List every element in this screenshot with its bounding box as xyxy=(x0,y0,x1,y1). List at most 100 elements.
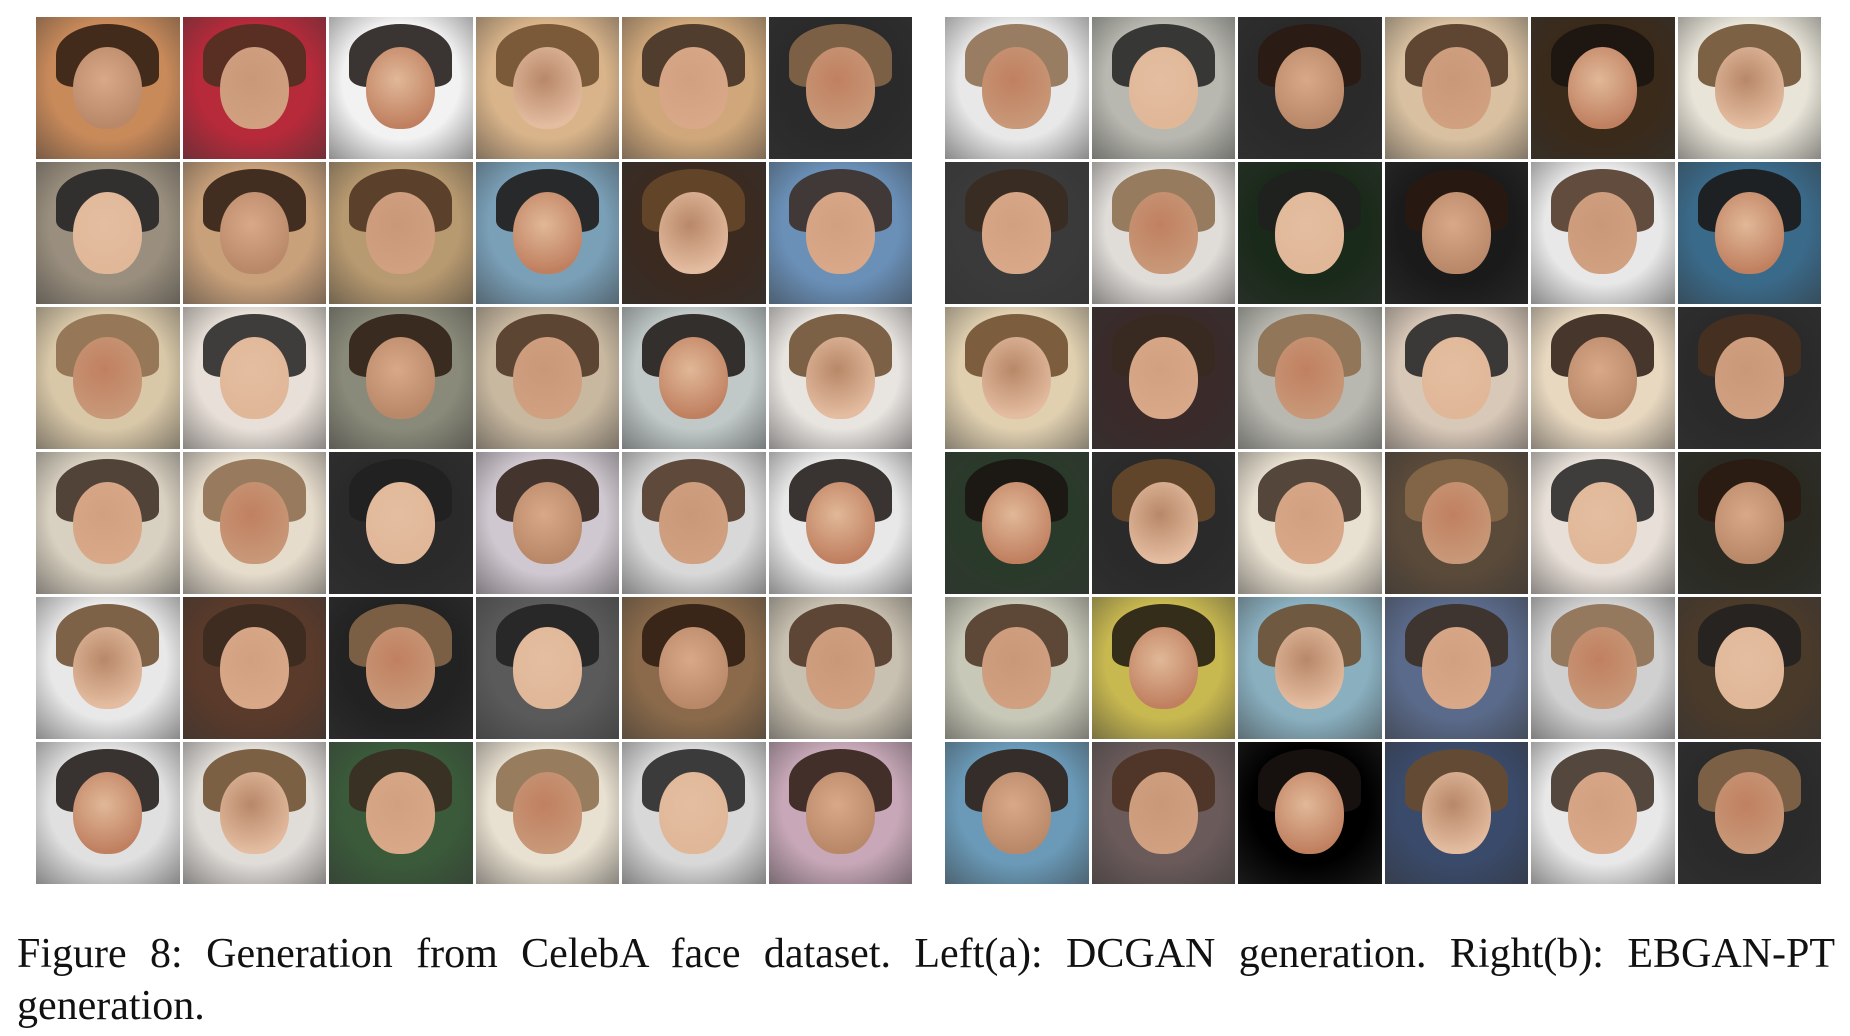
generated-face-tile xyxy=(36,17,180,159)
face-shape xyxy=(512,771,582,855)
generated-face-tile xyxy=(1677,17,1821,159)
generated-face-tile xyxy=(1531,17,1675,159)
generated-face-tile xyxy=(1238,452,1382,594)
generated-face-tile xyxy=(182,452,326,594)
generated-face-tile xyxy=(945,597,1089,739)
generated-face-tile xyxy=(622,17,766,159)
generated-face-tile xyxy=(768,307,912,449)
face-shape xyxy=(1128,191,1198,275)
face-shape xyxy=(1128,336,1198,420)
generated-face-tile xyxy=(182,742,326,884)
generated-face-tile xyxy=(1091,162,1235,304)
face-shape xyxy=(1714,771,1784,855)
face-shape xyxy=(982,626,1052,710)
face-shape xyxy=(1421,626,1491,710)
generated-face-tile xyxy=(1384,17,1528,159)
face-shape xyxy=(1568,336,1638,420)
face-shape xyxy=(1714,191,1784,275)
generated-face-tile xyxy=(329,597,473,739)
generated-face-tile xyxy=(1091,307,1235,449)
face-shape xyxy=(219,46,289,130)
face-shape xyxy=(366,46,436,130)
face-shape xyxy=(805,46,875,130)
generated-face-tile xyxy=(768,452,912,594)
face-shape xyxy=(1275,626,1345,710)
generated-face-tile xyxy=(768,742,912,884)
face-shape xyxy=(659,481,729,565)
face-shape xyxy=(805,336,875,420)
face-shape xyxy=(1275,481,1345,565)
generated-face-tile xyxy=(475,17,619,159)
face-shape xyxy=(512,46,582,130)
generated-face-tile xyxy=(1238,162,1382,304)
face-shape xyxy=(73,46,143,130)
face-shape xyxy=(982,46,1052,130)
generated-face-tile xyxy=(329,162,473,304)
face-shape xyxy=(1421,46,1491,130)
face-shape xyxy=(73,336,143,420)
face-shape xyxy=(982,481,1052,565)
generated-face-tile xyxy=(1677,452,1821,594)
generated-face-tile xyxy=(622,452,766,594)
generated-face-tile xyxy=(36,162,180,304)
generated-face-tile xyxy=(1677,742,1821,884)
generated-face-tile xyxy=(475,452,619,594)
face-shape xyxy=(219,626,289,710)
face-shape xyxy=(73,771,143,855)
face-shape xyxy=(1714,336,1784,420)
generated-face-tile xyxy=(329,452,473,594)
generated-face-tile xyxy=(1384,452,1528,594)
generated-face-tile xyxy=(1677,597,1821,739)
face-shape xyxy=(982,191,1052,275)
face-shape xyxy=(1128,626,1198,710)
figure-caption: Figure 8: Generation from CelebA face da… xyxy=(17,931,1835,1029)
generated-face-tile xyxy=(182,162,326,304)
face-shape xyxy=(982,336,1052,420)
face-shape xyxy=(1714,626,1784,710)
face-shape xyxy=(1421,336,1491,420)
face-shape xyxy=(1714,481,1784,565)
face-shape xyxy=(366,771,436,855)
right-panel-ebganpt-grid xyxy=(945,17,1821,884)
generated-face-tile xyxy=(768,17,912,159)
face-shape xyxy=(1128,771,1198,855)
generated-face-tile xyxy=(182,17,326,159)
generated-face-tile xyxy=(1238,307,1382,449)
generated-face-tile xyxy=(768,597,912,739)
face-shape xyxy=(659,626,729,710)
face-shape xyxy=(1421,191,1491,275)
face-shape xyxy=(512,481,582,565)
generated-face-tile xyxy=(36,307,180,449)
generated-face-tile xyxy=(945,452,1089,594)
generated-face-tile xyxy=(945,162,1089,304)
generated-face-tile xyxy=(1091,452,1235,594)
face-shape xyxy=(1714,46,1784,130)
generated-face-tile xyxy=(1531,307,1675,449)
face-shape xyxy=(659,191,729,275)
face-shape xyxy=(659,336,729,420)
generated-face-tile xyxy=(475,307,619,449)
face-shape xyxy=(1568,626,1638,710)
face-shape xyxy=(659,771,729,855)
face-shape xyxy=(1128,46,1198,130)
face-shape xyxy=(1275,46,1345,130)
generated-face-tile xyxy=(36,742,180,884)
face-shape xyxy=(1128,481,1198,565)
face-shape xyxy=(219,481,289,565)
generated-face-tile xyxy=(945,17,1089,159)
face-shape xyxy=(805,626,875,710)
face-shape xyxy=(366,336,436,420)
generated-face-tile xyxy=(1677,162,1821,304)
face-shape xyxy=(1275,191,1345,275)
generated-face-tile xyxy=(329,742,473,884)
face-shape xyxy=(1275,771,1345,855)
generated-face-tile xyxy=(1384,307,1528,449)
face-shape xyxy=(1421,481,1491,565)
face-shape xyxy=(1568,771,1638,855)
face-shape xyxy=(219,191,289,275)
generated-face-tile xyxy=(36,597,180,739)
generated-face-tile xyxy=(622,162,766,304)
face-shape xyxy=(512,626,582,710)
generated-face-tile xyxy=(1238,17,1382,159)
generated-face-tile xyxy=(329,17,473,159)
